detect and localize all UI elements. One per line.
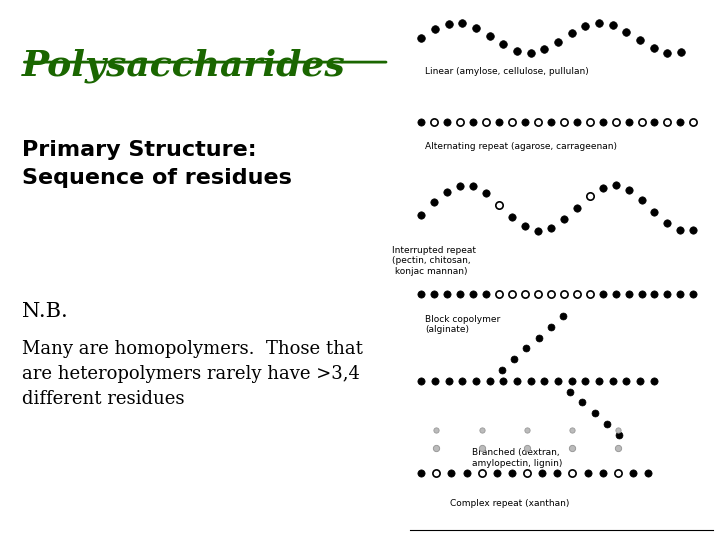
Text: N.B.: N.B. [22,302,68,321]
Text: Linear (amylose, cellulose, pullulan): Linear (amylose, cellulose, pullulan) [425,68,588,77]
Text: Interrupted repeat
(pectin, chitosan,
 konjac mannan): Interrupted repeat (pectin, chitosan, ko… [392,246,477,275]
Text: Polysaccharides: Polysaccharides [22,49,346,83]
Text: Primary Structure:
Sequence of residues: Primary Structure: Sequence of residues [22,140,292,188]
Text: Branched (dextran,
amylopectin, lignin): Branched (dextran, amylopectin, lignin) [472,448,562,468]
Text: Block copolymer
(alginate): Block copolymer (alginate) [425,315,500,334]
Text: Complex repeat (xanthan): Complex repeat (xanthan) [450,500,570,509]
Text: Many are homopolymers.  Those that
are heteropolymers rarely have >3,4
different: Many are homopolymers. Those that are he… [22,340,362,408]
Text: Alternating repeat (agarose, carrageenan): Alternating repeat (agarose, carrageenan… [425,142,617,151]
